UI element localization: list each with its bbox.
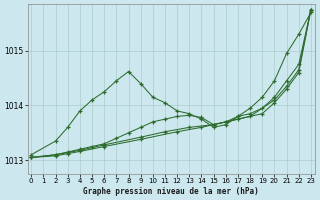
X-axis label: Graphe pression niveau de la mer (hPa): Graphe pression niveau de la mer (hPa) <box>83 187 259 196</box>
